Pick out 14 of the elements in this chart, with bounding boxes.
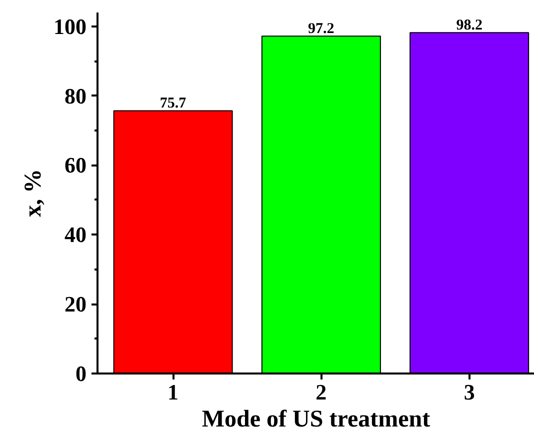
x-axis-title: Mode of US treatment (202, 406, 430, 432)
y-tick-label: 20 (64, 292, 86, 317)
y-tick-label: 0 (76, 361, 86, 386)
data-label: 75.7 (160, 96, 187, 112)
y-tick-label: 80 (64, 83, 86, 108)
x-tick-label: 3 (464, 380, 475, 404)
data-label: 98.2 (456, 18, 482, 34)
y-tick-label: 40 (64, 222, 86, 248)
y-tick-label: 100 (54, 14, 86, 39)
y-axis-title: x, % (20, 169, 46, 217)
x-tick-label: 2 (316, 380, 327, 404)
x-tick-label: 1 (168, 380, 179, 404)
y-tick-label: 60 (64, 152, 86, 178)
data-label: 97.2 (308, 21, 334, 38)
